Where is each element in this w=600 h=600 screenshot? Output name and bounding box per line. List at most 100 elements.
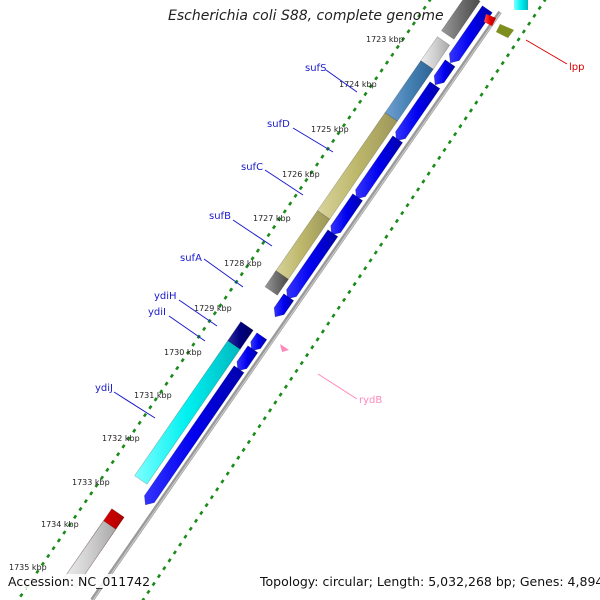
gene-label-ydiJ[interactable]: ydiJ (95, 383, 113, 394)
tick-mark (167, 558, 172, 563)
gene-label-ydiH[interactable]: ydiH (154, 291, 177, 302)
tick-mark (241, 447, 246, 453)
tick-mark (156, 573, 162, 579)
tick-mark (406, 29, 411, 34)
tick-mark (390, 52, 395, 58)
tick-mark (142, 412, 148, 418)
tick-mark (250, 256, 255, 261)
tick-mark (394, 218, 400, 224)
cds-arrow[interactable] (250, 332, 268, 352)
gene-bar-sufA-end[interactable] (264, 270, 289, 296)
tick-mark (363, 266, 368, 271)
tick-mark (245, 264, 250, 269)
gene-bar-gray[interactable] (441, 0, 481, 40)
tick-mark (183, 534, 188, 539)
tick-mark (262, 416, 267, 421)
gene-label-lpp[interactable]: lpp (569, 62, 584, 73)
kbp-label: 1725 kbp (311, 125, 349, 134)
kbp-axis-labels: 1723 kbp 1724 kbp 1725 kbp 1726 kbp 1727… (9, 35, 404, 572)
cds-arrow[interactable] (286, 229, 339, 300)
tick-mark (505, 53, 511, 58)
tick-mark (288, 201, 293, 206)
tick-mark (427, 0, 432, 3)
tick-mark (368, 258, 373, 263)
tick-mark (132, 428, 137, 433)
tick-mark (447, 139, 452, 145)
kbp-label: 1734 kbp (41, 520, 79, 529)
tick-mark (228, 287, 234, 292)
kbp-label: 1724 kbp (339, 80, 377, 89)
tick-mark (261, 240, 266, 245)
tick-mark (417, 13, 422, 18)
tick-mark (453, 131, 458, 137)
tick-mark (468, 108, 474, 113)
cds-arrow[interactable] (273, 293, 295, 318)
tick-mark (304, 352, 310, 358)
cds-arrow[interactable] (236, 345, 259, 372)
cds-arrow[interactable] (448, 5, 493, 64)
cds-arrow[interactable] (433, 59, 456, 86)
tick-mark (271, 224, 277, 230)
tick-mark (521, 29, 526, 34)
tick-mark (378, 242, 384, 247)
tick-mark (293, 193, 298, 199)
tick-mark (239, 271, 244, 277)
tick-mark (374, 76, 379, 81)
tick-mark (320, 329, 325, 334)
gene-label-sufD[interactable]: sufD (267, 119, 290, 130)
tick-mark (516, 37, 521, 42)
lpp-feature-red[interactable] (484, 14, 496, 26)
gene-label-sufC[interactable]: sufC (241, 162, 263, 173)
cds-arrow[interactable] (355, 135, 404, 200)
tick-mark (246, 439, 251, 445)
tick-mark (363, 91, 368, 97)
kbp-label: 1727 kbp (253, 214, 291, 223)
gene-bar-ydiJ[interactable] (134, 340, 241, 485)
tick-mark (220, 479, 225, 484)
cyan-feature-top[interactable] (514, 0, 528, 10)
gene-label-rydB[interactable]: rydB (359, 395, 382, 406)
gene-label-ydiI[interactable]: ydiI (148, 307, 166, 318)
tick-mark (89, 491, 94, 496)
tick-mark (72, 514, 78, 520)
cds-arrow[interactable] (330, 193, 364, 236)
tick-mark (289, 376, 294, 382)
tick-mark (255, 248, 261, 253)
tick-mark (164, 381, 169, 386)
tick-mark (336, 305, 341, 311)
accession-label: Accession: NC_011742 (8, 574, 151, 589)
gene-label-sufA[interactable]: sufA (180, 253, 202, 264)
tick-mark (94, 483, 99, 488)
kbp-label: 1733 kbp (72, 478, 110, 487)
gene-bar-sufB-sufA[interactable] (273, 210, 331, 283)
tick-mark (437, 155, 442, 161)
tick-mark (298, 185, 304, 191)
tick-mark (67, 522, 72, 527)
tick-mark (282, 209, 287, 214)
tick-mark (51, 545, 56, 551)
tick-mark (230, 463, 236, 468)
tick-mark (304, 177, 309, 183)
tick-mark (379, 68, 384, 73)
tick-mark (326, 321, 331, 326)
tick-mark (188, 526, 193, 532)
inner-tick-ring (141, 0, 547, 600)
tick-mark (159, 389, 164, 394)
gene-label-sufS[interactable]: sufS (305, 63, 326, 74)
lpp-feature-olive[interactable] (496, 24, 514, 38)
cds-arrow[interactable] (395, 81, 441, 142)
rydB-feature[interactable] (280, 344, 289, 352)
tick-mark (389, 226, 394, 232)
kbp-label: 1728 kbp (224, 259, 262, 268)
kbp-label: 1723 kbp (366, 35, 404, 44)
gene-labels: sufS sufD sufC sufB sufA ydiH ydiI ydiJ … (95, 62, 584, 406)
tick-mark (358, 99, 363, 105)
tick-mark (83, 498, 88, 504)
gene-label-sufB[interactable]: sufB (209, 211, 231, 222)
tick-mark (384, 234, 389, 239)
tick-mark (495, 68, 500, 74)
cds-arrow[interactable] (144, 365, 245, 506)
tick-mark (463, 116, 468, 121)
